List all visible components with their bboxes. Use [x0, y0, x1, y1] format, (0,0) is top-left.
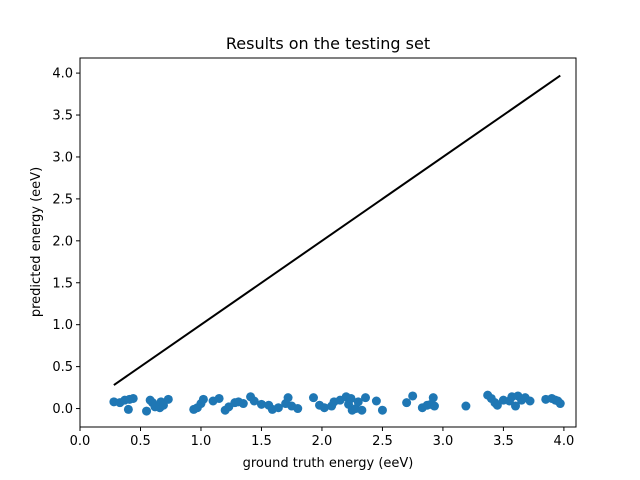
y-tick-label: 1.5: [52, 276, 73, 291]
scatter-point: [249, 396, 259, 406]
y-tick-label: 2.5: [52, 192, 73, 207]
y-axis: 0.0 0.5 1.0 1.5 2.0 2.5 3.0 3.5 4.0: [52, 67, 80, 417]
scatter-point: [492, 400, 502, 410]
scatter-point: [357, 405, 367, 415]
scatter-point: [461, 401, 471, 411]
scatter-point: [361, 393, 370, 403]
scatter-point: [377, 405, 387, 415]
scatter-point: [163, 394, 173, 404]
x-tick-label: 0.5: [130, 434, 151, 449]
y-tick-label: 4.0: [52, 67, 73, 82]
y-tick-label: 0.0: [52, 402, 73, 417]
scatter-point: [511, 401, 521, 411]
x-tick-label: 3.0: [433, 434, 454, 449]
scatter-point: [371, 396, 381, 406]
scatter-point: [353, 397, 363, 407]
x-tick-label: 2.5: [372, 434, 393, 449]
y-tick-label: 3.5: [52, 109, 73, 124]
scatter-point: [408, 391, 418, 401]
scatter-point: [308, 393, 318, 403]
scatter-point: [319, 403, 329, 413]
x-tick-label: 3.5: [493, 434, 514, 449]
scatter-point: [128, 393, 138, 403]
scatter-point: [525, 396, 535, 406]
x-tick-label: 0.0: [70, 434, 91, 449]
x-axis: 0.0 0.5 1.0 1.5 2.0 2.5 3.0 3.5 4.0: [70, 427, 575, 449]
scatter-point: [402, 398, 412, 408]
scatter-point: [214, 393, 224, 403]
scatter-point: [555, 399, 565, 409]
scatter-point: [283, 393, 293, 403]
scatter-point: [238, 399, 248, 409]
reference-line: [113, 74, 561, 386]
chart-title: Results on the testing set: [226, 34, 430, 53]
y-tick-label: 1.0: [52, 318, 73, 333]
x-tick-label: 2.0: [312, 434, 333, 449]
scatter-point: [142, 406, 152, 416]
x-tick-label: 4.0: [554, 434, 575, 449]
scatter-point: [428, 393, 438, 403]
scatter-point: [198, 394, 208, 404]
y-tick-label: 2.0: [52, 234, 73, 249]
scatter-point: [346, 393, 356, 403]
x-tick-label: 1.5: [251, 434, 272, 449]
x-axis-label: ground truth energy (eeV): [243, 456, 414, 471]
y-tick-label: 0.5: [52, 360, 73, 375]
scatter-point: [293, 404, 303, 414]
axes-frame: [79, 57, 577, 428]
y-axis-label: predicted energy (eeV): [29, 167, 44, 317]
plot-area: [109, 74, 565, 416]
x-tick-label: 1.0: [191, 434, 212, 449]
scatter-point: [429, 401, 439, 411]
y-tick-label: 3.0: [52, 150, 73, 165]
scatter-point: [123, 404, 133, 414]
scatter-point: [273, 403, 283, 413]
scatter-point: [256, 399, 266, 409]
